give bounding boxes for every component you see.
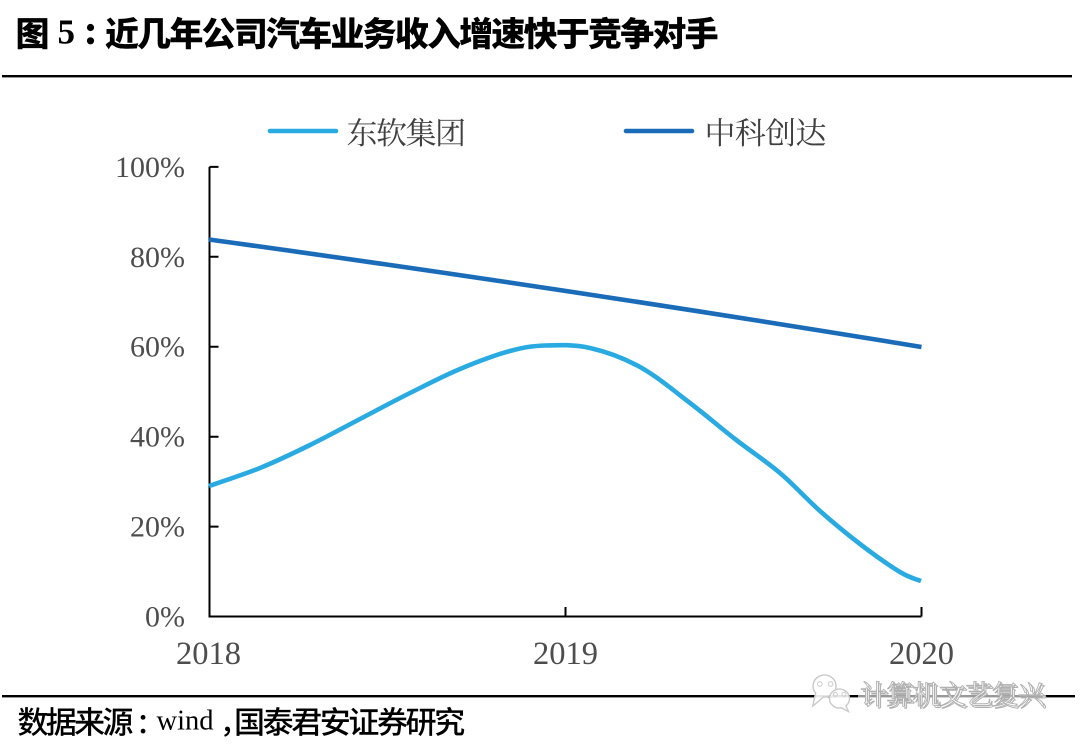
svg-text:5: 5 (58, 13, 76, 52)
svg-text:wind: wind (157, 706, 214, 737)
svg-text:2018: 2018 (176, 636, 241, 672)
svg-text:20%: 20% (130, 511, 185, 544)
svg-text:2019: 2019 (533, 636, 598, 672)
svg-text:80%: 80% (130, 241, 185, 274)
svg-text:2020: 2020 (889, 636, 954, 672)
svg-text:40%: 40% (130, 421, 185, 454)
svg-text:60%: 60% (130, 331, 185, 364)
svg-text:100%: 100% (115, 151, 185, 184)
svg-text:0%: 0% (145, 601, 185, 634)
